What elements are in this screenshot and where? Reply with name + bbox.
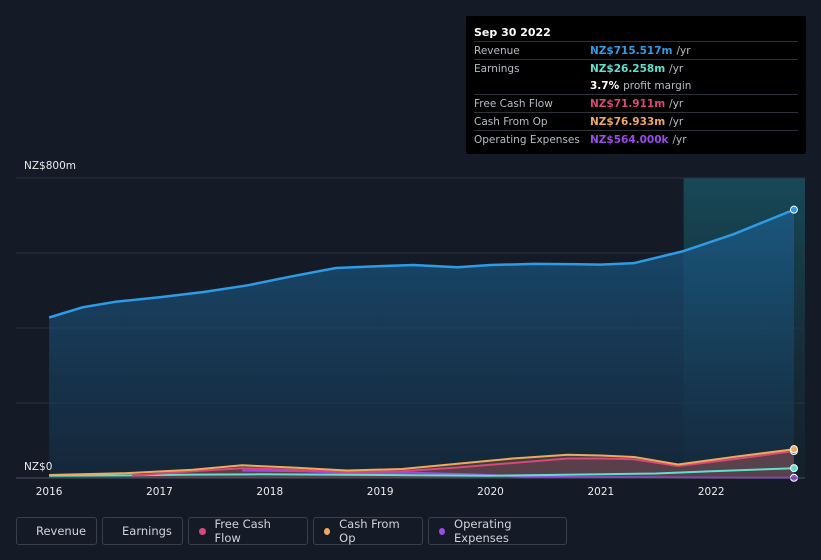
revenue-line [48, 208, 795, 319]
tooltip-opex-label: Operating Expenses [474, 133, 580, 146]
legend-item-free-cash-flow[interactable]: Free Cash Flow [188, 517, 308, 545]
legend-dot-icon [439, 527, 446, 535]
tooltip-row-earnings: Earnings NZ$26.258m /yr [474, 59, 798, 77]
tooltip-fcf-value: NZ$71.911m [590, 97, 666, 110]
tooltip-cfo-label: Cash From Op [474, 115, 548, 128]
tooltip-fcf-label: Free Cash Flow [474, 97, 553, 110]
revenue-area [49, 209, 795, 478]
tooltip-row-margin: 3.7% profit margin [474, 77, 798, 94]
legend-item-earnings[interactable]: Earnings [102, 517, 183, 545]
tooltip-earnings-label: Earnings [474, 62, 520, 75]
x-tick-label: 2018 [256, 486, 283, 498]
tooltip-row-cfo: Cash From Op NZ$76.933m /yr [474, 112, 798, 130]
revenue-end-point [789, 205, 798, 214]
legend-label: Earnings [122, 524, 172, 538]
y-axis-bottom-label: NZ$0 [24, 461, 52, 473]
free-cash-flow-line [131, 450, 795, 477]
legend-dot-icon [324, 527, 331, 535]
tooltip-unit: /yr [676, 44, 691, 57]
tooltip-row-revenue: Revenue NZ$715.517m /yr [474, 41, 798, 59]
tooltip-earnings-value: NZ$26.258m [590, 62, 666, 75]
legend-item-cash-from-op[interactable]: Cash From Op [313, 517, 423, 545]
tooltip-row-fcf: Free Cash Flow NZ$71.911m /yr [474, 94, 798, 112]
tooltip-unit: /yr [669, 97, 684, 110]
legend-label: Operating Expenses [454, 517, 512, 545]
x-tick-label: 2020 [477, 486, 504, 498]
x-tick-label: 2019 [367, 486, 394, 498]
tooltip-opex-value: NZ$564.000k [590, 133, 669, 146]
x-tick-label: 2022 [698, 486, 725, 498]
legend-label: Free Cash Flow [214, 517, 271, 545]
tooltip-date: Sep 30 2022 [474, 26, 551, 39]
earnings-line [49, 467, 795, 477]
legend-item-operating-expenses[interactable]: Operating Expenses [428, 517, 567, 545]
earnings-end-point [789, 464, 798, 473]
tooltip-unit: /yr [669, 115, 684, 128]
legend-dot-icon [199, 527, 206, 535]
tooltip-row-opex: Operating Expenses NZ$564.000k /yr [474, 130, 798, 148]
legend-label: Cash From Op [339, 517, 400, 545]
tooltip-revenue-value: NZ$715.517m [590, 44, 673, 57]
data-tooltip: Sep 30 2022 Revenue NZ$715.517m /yr Earn… [466, 16, 806, 154]
tooltip-revenue-label: Revenue [474, 44, 520, 57]
tooltip-unit: /yr [669, 62, 684, 75]
tooltip-margin-text: profit margin [623, 79, 692, 92]
financial-chart: NZ$800m NZ$0 2016 2017 2018 2019 2020 2021 2022 [16, 160, 805, 498]
tooltip-cfo-value: NZ$76.933m [590, 115, 666, 128]
legend-label: Revenue [36, 524, 87, 538]
chart-legend: Revenue Earnings Free Cash Flow Cash Fro… [16, 517, 567, 545]
x-tick-label: 2016 [36, 486, 63, 498]
cash-from-op-end-point [789, 445, 798, 454]
tooltip-unit: /yr [672, 133, 687, 146]
x-tick-label: 2017 [146, 486, 173, 498]
cash-from-op-line [49, 448, 795, 476]
tooltip-margin-value: 3.7% [590, 79, 620, 92]
x-tick-label: 2021 [587, 486, 614, 498]
legend-item-revenue[interactable]: Revenue [16, 517, 97, 545]
y-axis-top-label: NZ$800m [24, 160, 76, 172]
